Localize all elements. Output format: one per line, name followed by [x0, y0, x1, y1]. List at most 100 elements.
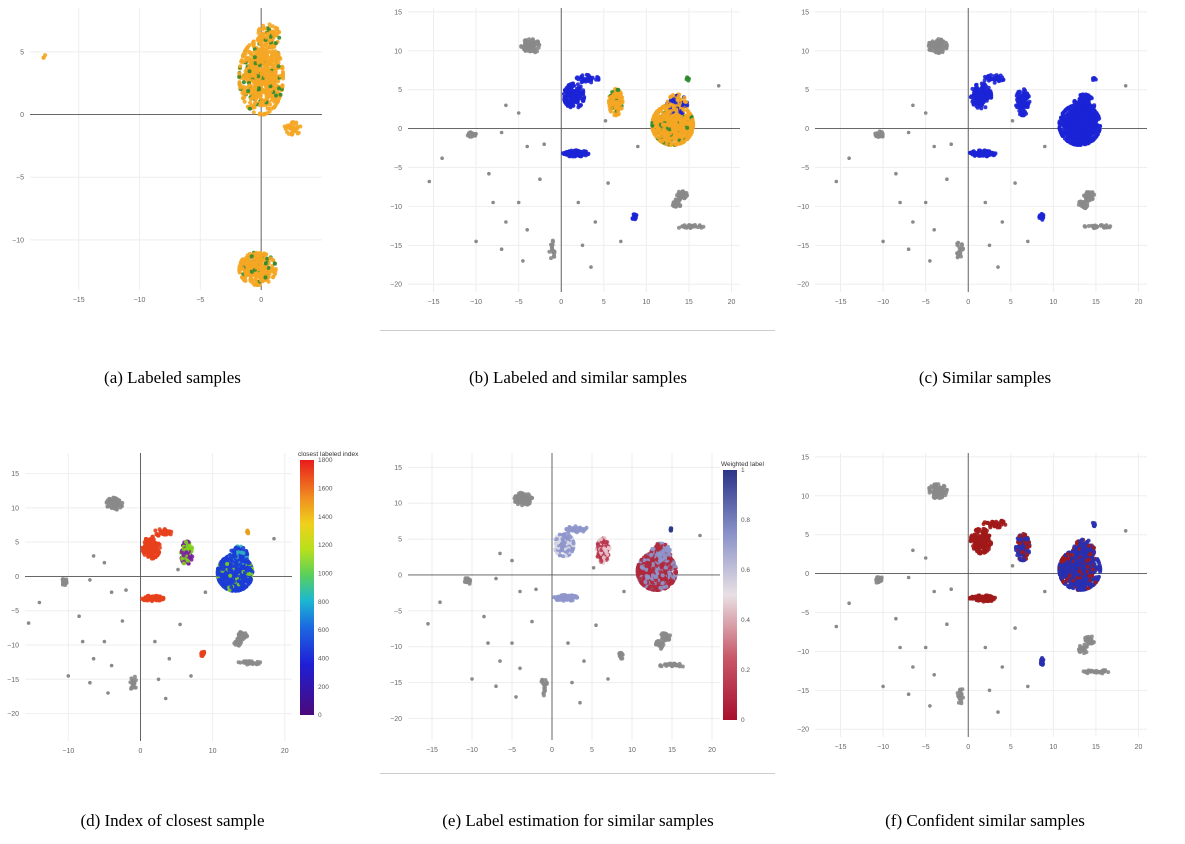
data-point: [547, 249, 552, 254]
points-a: [41, 22, 303, 287]
cluster: [955, 240, 966, 260]
data-point: [973, 90, 977, 95]
data-point: [681, 194, 686, 199]
data-point: [274, 93, 278, 98]
data-point: [1021, 101, 1025, 105]
x-tick-label: 20: [281, 748, 289, 755]
data-point: [593, 220, 598, 224]
data-point: [263, 271, 268, 276]
x-tick-label: 15: [685, 299, 693, 306]
data-point: [589, 77, 594, 82]
cluster: [282, 120, 303, 137]
data-point: [263, 264, 268, 269]
points-d: [26, 495, 276, 701]
data-point: [262, 26, 267, 31]
data-point: [263, 64, 268, 69]
data-point: [259, 270, 264, 275]
data-point: [247, 273, 252, 278]
data-point: [981, 153, 986, 158]
data-point: [594, 77, 599, 82]
data-point: [894, 171, 898, 176]
data-point: [1014, 93, 1019, 98]
grid-a: [30, 8, 322, 290]
data-point: [104, 500, 109, 505]
data-point: [241, 73, 246, 78]
data-point: [1104, 223, 1109, 228]
data-point: [1018, 112, 1022, 117]
data-point: [247, 69, 252, 74]
data-point: [237, 74, 242, 79]
data-point: [650, 123, 655, 128]
x-tick-label: 0: [139, 748, 143, 755]
data-point: [676, 201, 681, 206]
x-tick-label: −5: [196, 297, 204, 304]
separator-b: [380, 330, 775, 331]
data-point: [241, 259, 246, 263]
data-point: [250, 41, 255, 45]
data-point: [984, 84, 988, 89]
data-point: [254, 273, 258, 278]
data-point: [879, 133, 884, 138]
data-point: [957, 248, 962, 253]
data-point: [1071, 117, 1076, 122]
data-point: [580, 79, 585, 84]
data-point: [263, 74, 268, 79]
data-point: [959, 242, 964, 247]
data-point: [664, 102, 669, 107]
cluster: [140, 534, 162, 561]
data-point: [278, 73, 283, 78]
data-point: [661, 131, 666, 136]
data-point: [1083, 142, 1088, 147]
x-tick-label: 10: [209, 748, 217, 755]
data-point: [258, 103, 263, 108]
cluster: [547, 238, 557, 261]
data-point: [982, 78, 987, 83]
data-point: [258, 41, 263, 46]
x-tick-label: −10: [470, 299, 482, 306]
cluster: [60, 577, 69, 587]
data-point: [955, 241, 960, 246]
x-tick-label: 0: [259, 297, 263, 304]
data-point: [1063, 129, 1067, 134]
data-point: [1084, 191, 1089, 196]
data-point: [664, 142, 669, 147]
data-point: [680, 139, 685, 144]
data-point: [1087, 133, 1092, 138]
y-tick-label: −10: [12, 237, 24, 244]
data-point: [684, 113, 689, 118]
y-tick-label: −5: [394, 165, 402, 172]
data-point: [268, 102, 273, 107]
data-point: [242, 99, 247, 104]
chart-panel-a: −15 −10 −5 0 −10 −5 0 5: [0, 0, 335, 335]
data-point: [253, 74, 258, 79]
y-tick-label: 0: [20, 112, 24, 119]
data-point: [672, 122, 677, 127]
data-point: [277, 35, 282, 40]
x-tick-label: −10: [134, 297, 146, 304]
data-point: [1060, 111, 1065, 116]
data-point: [675, 97, 680, 102]
data-point: [576, 95, 581, 100]
data-point: [269, 50, 274, 55]
data-point: [1098, 124, 1103, 128]
data-point: [1039, 213, 1044, 218]
data-point: [262, 251, 266, 256]
data-point: [249, 269, 254, 274]
data-point: [562, 95, 567, 99]
data-point: [1073, 124, 1078, 129]
caption-c: (c) Similar samples: [918, 368, 1052, 387]
cluster: [677, 223, 706, 230]
data-point: [256, 255, 261, 260]
data-point: [1021, 113, 1026, 118]
data-point: [1061, 115, 1066, 120]
cluster: [670, 197, 683, 209]
data-point: [269, 62, 274, 67]
data-point: [274, 32, 279, 37]
data-point: [527, 42, 531, 47]
data-point: [661, 114, 666, 119]
data-point: [1015, 97, 1020, 102]
data-point: [847, 156, 851, 160]
data-point: [1097, 129, 1101, 134]
data-point: [272, 105, 276, 110]
data-point: [264, 78, 269, 83]
